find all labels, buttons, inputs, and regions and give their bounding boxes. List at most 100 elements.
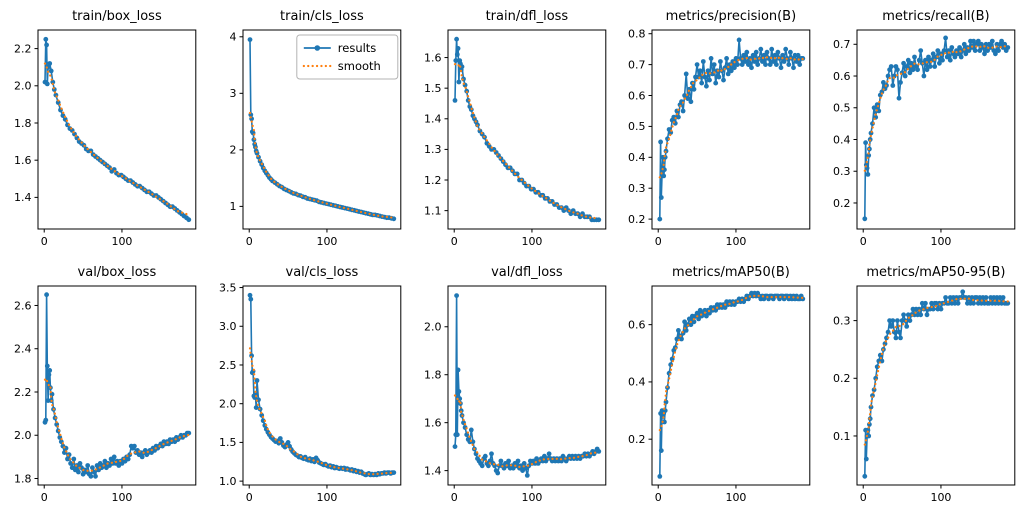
results-marker bbox=[657, 216, 663, 222]
results-marker bbox=[944, 54, 950, 60]
results-marker bbox=[659, 448, 665, 453]
y-tick-label: 0.4 bbox=[628, 151, 645, 164]
results-marker bbox=[868, 404, 874, 410]
results-marker bbox=[737, 37, 742, 43]
y-tick-label: 1.4 bbox=[14, 191, 31, 204]
results-marker bbox=[1005, 300, 1011, 306]
results-marker bbox=[688, 99, 694, 105]
results-marker bbox=[957, 45, 963, 50]
y-tick-label: 1.8 bbox=[424, 369, 441, 382]
axes-frame bbox=[37, 29, 197, 230]
y-tick-label: 1.6 bbox=[14, 154, 31, 167]
results-marker bbox=[44, 292, 49, 298]
y-tick-label: 1.6 bbox=[424, 416, 441, 429]
x-tick-label: 100 bbox=[521, 235, 542, 248]
results-marker bbox=[48, 68, 54, 74]
results-marker bbox=[796, 52, 801, 58]
subplot-metrics-precision-b-: metrics/precision(B) 0.2 0.3 0.4 0.5 0.6 0.7 0.… bbox=[628, 9, 811, 248]
results-marker bbox=[906, 57, 911, 63]
results-marker bbox=[465, 98, 471, 103]
results-marker bbox=[962, 41, 967, 47]
results-markers bbox=[452, 36, 601, 223]
results-marker bbox=[454, 432, 460, 438]
results-markers bbox=[42, 292, 192, 479]
results-marker bbox=[863, 140, 869, 146]
x-tick-label: 0 bbox=[655, 235, 662, 248]
results-marker bbox=[865, 427, 871, 433]
results-marker bbox=[455, 367, 461, 373]
subplot-title: metrics/mAP50(B) bbox=[672, 265, 790, 280]
results-marker bbox=[896, 95, 902, 101]
results-marker bbox=[662, 419, 668, 425]
results-marker bbox=[935, 48, 941, 54]
results-marker bbox=[763, 62, 769, 68]
legend: results smooth bbox=[296, 34, 399, 80]
results-marker bbox=[698, 68, 703, 74]
results-marker bbox=[865, 171, 871, 177]
axes-frame bbox=[651, 285, 811, 486]
results-marker bbox=[774, 62, 780, 68]
smooth-line bbox=[43, 62, 190, 217]
results-line bbox=[453, 38, 599, 221]
results-marker bbox=[454, 52, 460, 57]
results-marker bbox=[682, 93, 688, 98]
results-marker bbox=[695, 310, 700, 316]
results-marker bbox=[85, 463, 91, 468]
results-marker bbox=[895, 318, 900, 324]
results-marker bbox=[888, 324, 894, 329]
y-tick-label: 4 bbox=[229, 31, 236, 44]
smooth-line bbox=[863, 297, 1010, 446]
subplot-title: val/cls_loss bbox=[285, 265, 358, 280]
results-marker bbox=[988, 45, 994, 50]
results-marker bbox=[44, 42, 49, 48]
results-marker bbox=[898, 80, 904, 85]
results-marker bbox=[488, 451, 494, 457]
results-marker bbox=[718, 59, 724, 64]
results-marker bbox=[71, 456, 77, 462]
results-marker bbox=[1002, 41, 1008, 47]
y-tick-label: 0.2 bbox=[628, 433, 645, 446]
x-tick-label: 100 bbox=[316, 491, 337, 504]
smooth-line bbox=[453, 61, 600, 220]
results-marker bbox=[971, 38, 977, 44]
results-marker bbox=[924, 67, 930, 73]
results-marker bbox=[758, 46, 764, 52]
results-marker bbox=[778, 65, 784, 71]
results-marker bbox=[131, 443, 137, 449]
results-marker bbox=[726, 71, 731, 77]
axes-frame bbox=[242, 29, 402, 230]
results-marker bbox=[681, 108, 686, 114]
subplot-train-cls-loss: train/cls_loss 1 2 3 4 0 100 results smooth bbox=[229, 9, 402, 248]
subplot-train-dfl-loss: train/dfl_loss 1.1 1.2 1.3 1.4 1.5 1.6 0 100 bbox=[424, 9, 606, 248]
results-marker bbox=[46, 372, 52, 378]
results-marker bbox=[971, 300, 977, 306]
results-marker bbox=[982, 51, 988, 57]
results-marker bbox=[904, 324, 910, 329]
subplot-title: val/dfl_loss bbox=[491, 265, 563, 280]
y-tick-label: 0.3 bbox=[833, 314, 850, 327]
results-marker bbox=[866, 433, 872, 439]
results-marker bbox=[930, 51, 936, 57]
results-marker bbox=[888, 64, 894, 69]
subplot-title: train/cls_loss bbox=[280, 9, 364, 24]
y-tick-label: 2.0 bbox=[14, 429, 31, 442]
results-marker bbox=[1000, 295, 1006, 300]
y-tick-label: 0.6 bbox=[628, 89, 645, 102]
results-marker bbox=[940, 57, 946, 63]
y-tick-label: 0.5 bbox=[833, 102, 850, 115]
results-marker bbox=[749, 65, 755, 71]
y-tick-label: 1.8 bbox=[14, 117, 31, 130]
results-marker bbox=[783, 46, 789, 52]
results-marker bbox=[595, 217, 601, 223]
subplot-title: metrics/recall(B) bbox=[882, 9, 989, 24]
results-marker bbox=[864, 456, 869, 462]
results-marker bbox=[707, 77, 713, 83]
results-marker bbox=[485, 463, 491, 469]
y-tick-label: 0.2 bbox=[833, 372, 850, 385]
results-marker bbox=[735, 62, 741, 68]
results-marker bbox=[794, 59, 800, 64]
results-marker bbox=[898, 335, 904, 341]
results-marker bbox=[915, 67, 921, 73]
results-marker bbox=[788, 49, 794, 55]
